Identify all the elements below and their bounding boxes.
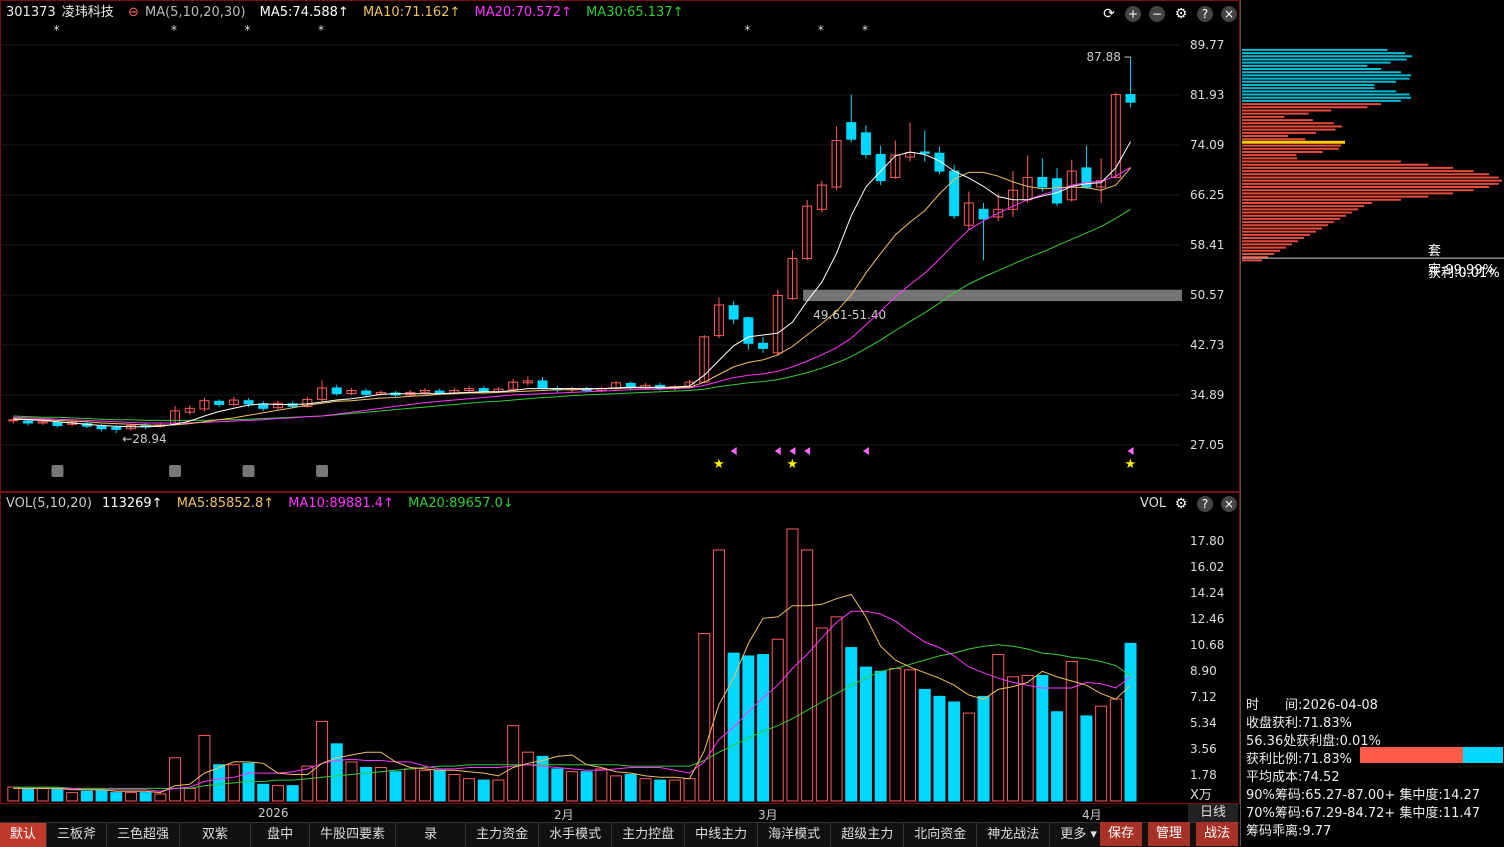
ma10-value: MA10:71.162↑ — [362, 5, 461, 20]
ma20-value: MA20:70.572↑ — [474, 5, 572, 20]
chip-profit-at-price: 56.36处获利盘:0.01% — [1246, 734, 1381, 749]
chip-distribution-panel — [1240, 0, 1504, 846]
price-legend: 301373 凌玮科技 ⊖ MA(5,10,20,30) MA5:74.588↑… — [6, 3, 694, 23]
tab-niugu[interactable]: 牛股四要素 — [310, 823, 397, 847]
price-tick-label: 58.41 — [1190, 238, 1225, 252]
vol-tick-label: 8.90 — [1190, 664, 1217, 678]
tab-shuangzi[interactable]: 双紫 — [180, 823, 252, 847]
price-tick-label: 81.93 — [1190, 88, 1225, 102]
save-button[interactable]: 保存 — [1100, 822, 1143, 846]
vol-tick-label: 1.78 — [1190, 768, 1217, 782]
strategy-tab-bar: 默认 三板斧 三色超强 双紫 盘中 牛股四要素 录 主力资金 水手模式 主力控盘… — [0, 822, 1240, 847]
tab-chaoji[interactable]: 超级主力 — [831, 823, 905, 847]
vol-tick-label: 16.02 — [1190, 560, 1225, 574]
price-tick-label: 34.89 — [1190, 388, 1225, 402]
chip-close-profit: 收盘获利:71.83% — [1246, 716, 1352, 731]
tab-haiyang[interactable]: 海洋模式 — [758, 823, 832, 847]
price-tick-label: 89.77 — [1190, 38, 1225, 52]
price-tick-label: 74.09 — [1190, 138, 1225, 152]
vol-tick-label: 5.34 — [1190, 716, 1217, 730]
stock-code[interactable]: 301373 — [6, 5, 56, 20]
tab-zhongxian[interactable]: 中线主力 — [685, 823, 759, 847]
close-icon[interactable]: × — [1221, 6, 1237, 22]
tab-beixiang[interactable]: 北向资金 — [904, 823, 978, 847]
profit-ratio-bar-fill — [1360, 747, 1463, 763]
tab-default[interactable]: 默认 — [0, 823, 48, 847]
volume-pane — [0, 492, 1240, 804]
vol-indicator-label[interactable]: VOL — [1140, 496, 1167, 511]
vol-tick-label: 14.24 — [1190, 586, 1225, 600]
period-button[interactable]: 日线 — [1188, 804, 1238, 822]
tab-shuishou[interactable]: 水手模式 — [539, 823, 613, 847]
vol-ma10-value: MA10:89881.4↑ — [288, 496, 394, 511]
chip-90: 90%筹码:65.27-87.00+ 集中度:14.27 — [1246, 788, 1481, 803]
chip-deviation: 筹码乖离:9.77 — [1246, 824, 1332, 839]
chip-avg-cost: 平均成本:74.52 — [1246, 770, 1340, 785]
zoom-out-icon[interactable]: − — [1149, 6, 1165, 22]
vol-tick-label: 17.80 — [1190, 534, 1225, 548]
tab-zhuli-zijin[interactable]: 主力资金 — [466, 823, 540, 847]
vol-tick-label: 10.68 — [1190, 638, 1225, 652]
vol-tick-label: 7.12 — [1190, 690, 1217, 704]
manage-button[interactable]: 管理 — [1148, 822, 1191, 846]
price-pane — [0, 0, 1240, 492]
price-tick-label: 50.57 — [1190, 288, 1225, 302]
help-icon[interactable]: ? — [1197, 496, 1213, 512]
vol-setting-label[interactable]: VOL(5,10,20) — [6, 496, 92, 511]
ma-dropdown-icon[interactable]: ⊖ — [127, 5, 139, 20]
date-label: 2026 — [258, 806, 289, 820]
vol-unit-label: X万 — [1190, 788, 1212, 803]
chip-profit-ratio: 获利比例:71.83% — [1246, 752, 1352, 767]
ma-setting-label[interactable]: MA(5,10,20,30) — [144, 5, 246, 20]
date-label: 2月 — [554, 808, 574, 822]
ma5-value: MA5:74.588↑ — [259, 5, 349, 20]
tab-sanbanfu[interactable]: 三板斧 — [47, 823, 108, 847]
ma30-value: MA30:65.137↑ — [586, 5, 684, 20]
chip-profit-label: 获利:0.01% — [1428, 266, 1500, 281]
close-icon[interactable]: × — [1221, 496, 1237, 512]
tab-lu[interactable]: 录 — [396, 823, 467, 847]
vol-ma5-value: MA5:85852.8↑ — [176, 496, 275, 511]
gear-icon[interactable]: ⚙ — [1174, 496, 1188, 512]
chip-trap-label: 套牢:99.99% — [1428, 244, 1495, 278]
tab-panzhong[interactable]: 盘中 — [251, 823, 311, 847]
refresh-icon[interactable]: ⟳ — [1103, 6, 1115, 22]
price-tick-label: 66.25 — [1190, 188, 1225, 202]
gear-icon[interactable]: ⚙ — [1174, 6, 1188, 22]
zoom-in-icon[interactable]: + — [1125, 6, 1141, 22]
help-icon[interactable]: ? — [1197, 6, 1213, 22]
vol-value: 113269↑ — [102, 496, 163, 511]
chip-time: 时 间:2026-04-08 — [1246, 698, 1378, 713]
date-label: 4月 — [1082, 808, 1102, 822]
tab-sanse[interactable]: 三色超强 — [107, 823, 181, 847]
chip-70: 70%筹码:67.29-84.72+ 集中度:11.47 — [1246, 806, 1481, 821]
price-tick-label: 27.05 — [1190, 438, 1225, 452]
volume-legend: VOL(5,10,20) 113269↑ MA5:85852.8↑ MA10:8… — [6, 494, 524, 514]
vol-tick-label: 3.56 — [1190, 742, 1217, 756]
tab-shenlong[interactable]: 神龙战法 — [977, 823, 1051, 847]
stock-name[interactable]: 凌玮科技 — [61, 5, 114, 20]
price-tick-label: 42.73 — [1190, 338, 1225, 352]
profit-ratio-bar — [1360, 747, 1503, 763]
date-label: 3月 — [758, 808, 778, 822]
strategy-button[interactable]: 战法 — [1196, 822, 1239, 846]
vol-ma20-value: MA20:89657.0↓ — [408, 496, 514, 511]
tab-zhuli-kongpan[interactable]: 主力控盘 — [612, 823, 686, 847]
vol-tick-label: 12.46 — [1190, 612, 1225, 626]
